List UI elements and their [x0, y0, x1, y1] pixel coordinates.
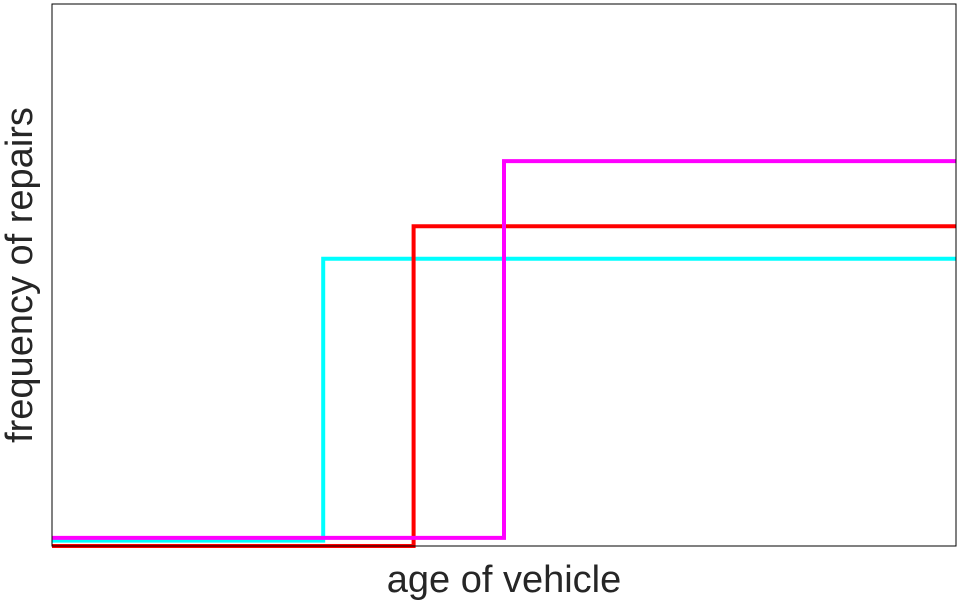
y-axis-label: frequency of repairs — [0, 107, 41, 443]
plot-frame — [51, 3, 957, 547]
step-line — [52, 256, 956, 543]
x-axis-label: age of vehicle — [387, 559, 622, 601]
step-line — [52, 159, 956, 540]
